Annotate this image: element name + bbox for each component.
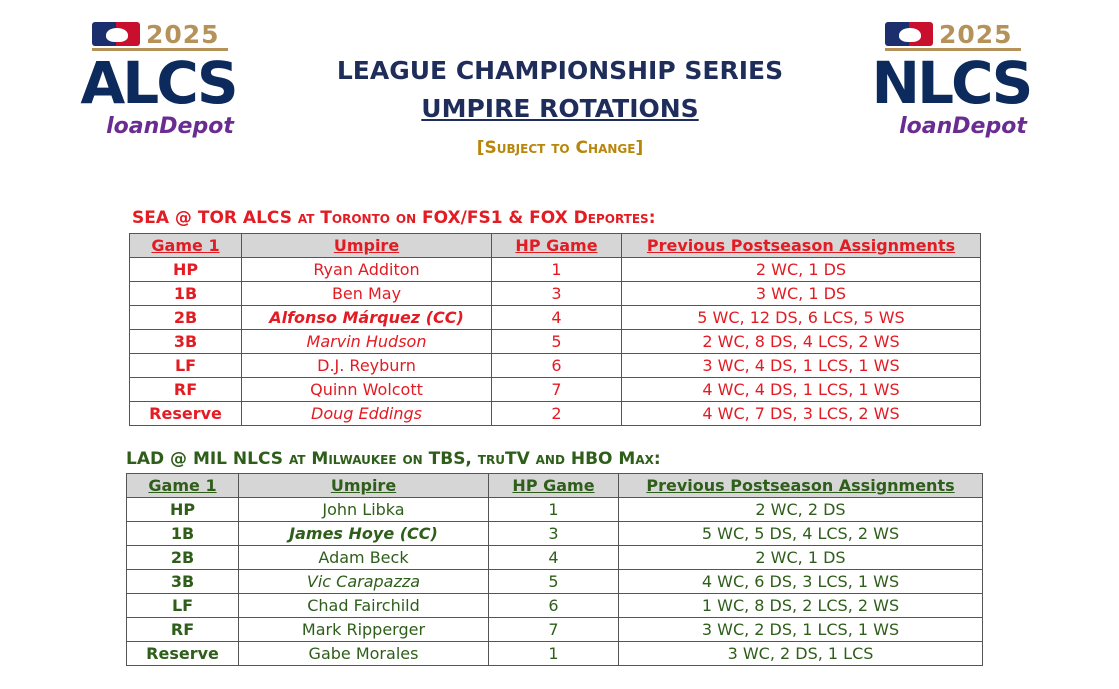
table-row: HP Ryan Additon 1 2 WC, 1 DS (129, 257, 981, 282)
table-row: Reserve Doug Eddings 2 4 WC, 7 DS, 3 LCS, 2… (129, 401, 981, 426)
table-row: Reserve Gabe Morales 1 3 WC, 2 DS, 1 LCS (126, 641, 983, 666)
hp-game-cell: 4 (488, 545, 619, 570)
position-cell: 1B (126, 521, 239, 546)
table-row: 2B Alfonso Márquez (CC) 4 5 WC, 12 DS, 6 LC… (129, 305, 981, 330)
logo-divider (885, 48, 1021, 51)
position-cell: 3B (129, 329, 242, 354)
col-header-previous: Previous Postseason Assignments (621, 233, 981, 258)
hp-game-cell: 3 (488, 521, 619, 546)
hp-game-cell: 3 (491, 281, 622, 306)
page-title: LEAGUE CHAMPIONSHIP SERIES (336, 56, 784, 85)
umpire-cell: Alfonso Márquez (CC) (241, 305, 492, 330)
position-cell: LF (129, 353, 242, 378)
previous-assignments-cell: 2 WC, 1 DS (618, 545, 983, 570)
position-cell: HP (129, 257, 242, 282)
position-cell: LF (126, 593, 239, 618)
position-cell: 2B (129, 305, 242, 330)
col-header-umpire: Umpire (238, 473, 489, 498)
col-header-umpire: Umpire (241, 233, 492, 258)
col-header-game: Game 1 (129, 233, 242, 258)
table-row: 3B Marvin Hudson 5 2 WC, 8 DS, 4 LCS, 2 WS (129, 329, 981, 354)
table-row: 3B Vic Carapazza 5 4 WC, 6 DS, 3 LCS, 1 WS (126, 569, 983, 594)
previous-assignments-cell: 5 WC, 12 DS, 6 LCS, 5 WS (621, 305, 981, 330)
position-cell: Reserve (126, 641, 239, 666)
previous-assignments-cell: 2 WC, 2 DS (618, 497, 983, 522)
umpire-cell: Ryan Additon (241, 257, 492, 282)
table-row: 2B Adam Beck 4 2 WC, 1 DS (126, 545, 983, 570)
page-subtitle: UMPIRE ROTATIONS (421, 94, 699, 123)
umpire-cell: Ben May (241, 281, 492, 306)
table-row: LF Chad Fairchild 6 1 WC, 8 DS, 2 LCS, 2 WS (126, 593, 983, 618)
position-cell: 3B (126, 569, 239, 594)
position-cell: 1B (129, 281, 242, 306)
col-header-hp-game: HP Game (491, 233, 622, 258)
umpire-cell: Doug Eddings (241, 401, 492, 426)
nlcs-logo-sponsor: loanDepot (899, 114, 1027, 139)
hp-game-cell: 1 (488, 497, 619, 522)
hp-game-cell: 1 (488, 641, 619, 666)
umpire-cell: Gabe Morales (238, 641, 489, 666)
position-cell: Reserve (129, 401, 242, 426)
umpire-cell: James Hoye (CC) (238, 521, 489, 546)
col-header-hp-game: HP Game (488, 473, 619, 498)
alcs-logo: 2025 ALCS loanDepot (62, 18, 262, 143)
previous-assignments-cell: 3 WC, 4 DS, 1 LCS, 1 WS (621, 353, 981, 378)
position-cell: HP (126, 497, 239, 522)
umpire-cell: Chad Fairchild (238, 593, 489, 618)
mlb-logo-icon (885, 22, 933, 46)
table-header-row: Game 1 Umpire HP Game Previous Postseaso… (129, 233, 981, 258)
hp-game-cell: 7 (491, 377, 622, 402)
position-cell: 2B (126, 545, 239, 570)
previous-assignments-cell: 2 WC, 8 DS, 4 LCS, 2 WS (621, 329, 981, 354)
alcs-logo-wordmark: ALCS (80, 49, 238, 117)
previous-assignments-cell: 4 WC, 7 DS, 3 LCS, 2 WS (621, 401, 981, 426)
table-row: LF D.J. Reyburn 6 3 WC, 4 DS, 1 LCS, 1 WS (129, 353, 981, 378)
hp-game-cell: 1 (491, 257, 622, 282)
table-row: HP John Libka 1 2 WC, 2 DS (126, 497, 983, 522)
nlcs-logo-wordmark: NLCS (871, 49, 1034, 117)
col-header-game: Game 1 (126, 473, 239, 498)
nlcs-logo: 2025 NLCS loanDepot (855, 18, 1055, 143)
umpire-cell: Marvin Hudson (241, 329, 492, 354)
logo-divider (92, 48, 228, 51)
alcs-logo-year: 2025 (146, 20, 220, 49)
mlb-logo-icon (92, 22, 140, 46)
hp-game-cell: 4 (491, 305, 622, 330)
umpire-cell: John Libka (238, 497, 489, 522)
hp-game-cell: 2 (491, 401, 622, 426)
table-header-row: Game 1 Umpire HP Game Previous Postseaso… (126, 473, 983, 498)
table-row: RF Mark Ripperger 7 3 WC, 2 DS, 1 LCS, 1 WS (126, 617, 983, 642)
nlcs-umpire-table: Game 1 Umpire HP Game Previous Postseaso… (126, 473, 983, 666)
alcs-section-title: SEA @ TOR ALCS at Toronto on FOX/FS1 & F… (132, 208, 656, 228)
hp-game-cell: 5 (488, 569, 619, 594)
previous-assignments-cell: 3 WC, 2 DS, 1 LCS, 1 WS (618, 617, 983, 642)
umpire-cell: Quinn Wolcott (241, 377, 492, 402)
alcs-logo-sponsor: loanDepot (106, 114, 234, 139)
umpire-cell: Adam Beck (238, 545, 489, 570)
table-row: 1B Ben May 3 3 WC, 1 DS (129, 281, 981, 306)
previous-assignments-cell: 4 WC, 4 DS, 1 LCS, 1 WS (621, 377, 981, 402)
table-row: 1B James Hoye (CC) 3 5 WC, 5 DS, 4 LCS, 2 W… (126, 521, 983, 546)
umpire-cell: Mark Ripperger (238, 617, 489, 642)
umpire-cell: Vic Carapazza (238, 569, 489, 594)
position-cell: RF (126, 617, 239, 642)
previous-assignments-cell: 4 WC, 6 DS, 3 LCS, 1 WS (618, 569, 983, 594)
col-header-previous: Previous Postseason Assignments (618, 473, 983, 498)
table-row: RF Quinn Wolcott 7 4 WC, 4 DS, 1 LCS, 1 WS (129, 377, 981, 402)
nlcs-logo-year: 2025 (939, 20, 1013, 49)
hp-game-cell: 6 (491, 353, 622, 378)
hp-game-cell: 5 (491, 329, 622, 354)
position-cell: RF (129, 377, 242, 402)
subject-to-change-note: [Subject to Change] (476, 138, 644, 158)
previous-assignments-cell: 3 WC, 2 DS, 1 LCS (618, 641, 983, 666)
previous-assignments-cell: 5 WC, 5 DS, 4 LCS, 2 WS (618, 521, 983, 546)
hp-game-cell: 7 (488, 617, 619, 642)
previous-assignments-cell: 3 WC, 1 DS (621, 281, 981, 306)
previous-assignments-cell: 2 WC, 1 DS (621, 257, 981, 282)
nlcs-section-title: LAD @ MIL NLCS at Milwaukee on TBS, truT… (126, 449, 661, 469)
umpire-cell: D.J. Reyburn (241, 353, 492, 378)
hp-game-cell: 6 (488, 593, 619, 618)
previous-assignments-cell: 1 WC, 8 DS, 2 LCS, 2 WS (618, 593, 983, 618)
alcs-umpire-table: Game 1 Umpire HP Game Previous Postseaso… (129, 233, 981, 426)
